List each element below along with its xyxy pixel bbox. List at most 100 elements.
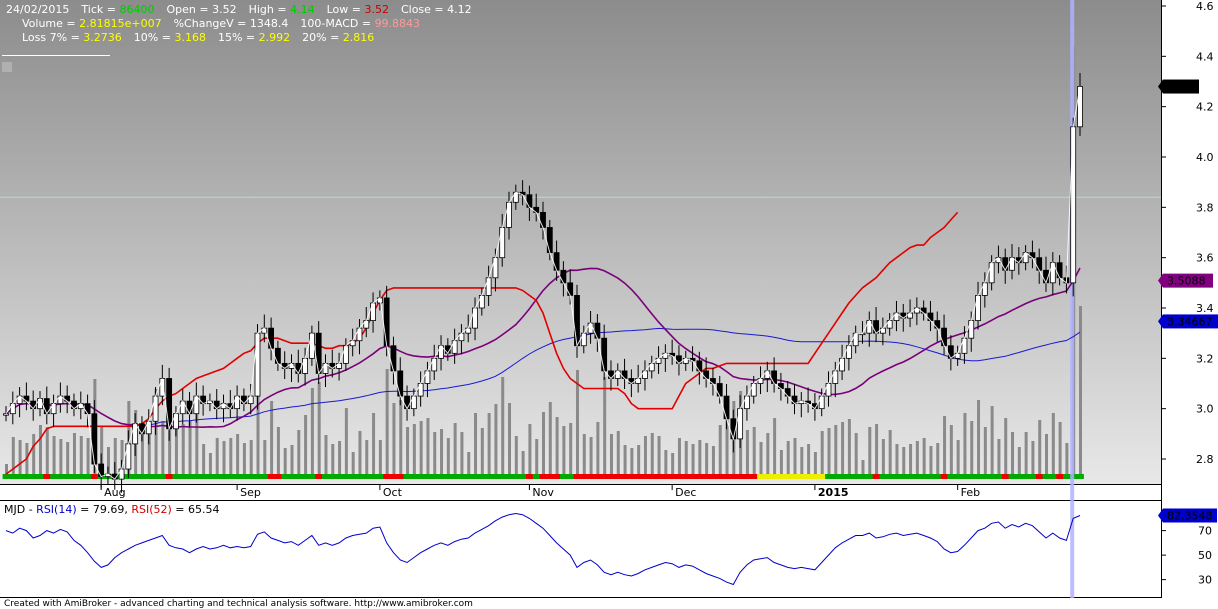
header-line-1: 24/02/2015 Tick = 86400 Open = 3.52 High = … <box>6 3 472 16</box>
candle-body <box>173 413 179 430</box>
indicator-cell <box>546 474 554 479</box>
header-token: 2.816 <box>343 31 375 44</box>
indicator-cell <box>886 474 894 479</box>
candle-body <box>152 395 159 422</box>
price-value-label: 4.28 <box>1167 81 1192 94</box>
indicator-cell <box>152 474 160 479</box>
volume-bar <box>242 443 246 476</box>
volume-bar <box>446 438 450 476</box>
indicator-cell <box>811 474 819 479</box>
y-tick-label: 4.0 <box>1196 151 1214 164</box>
candle-body <box>268 327 275 349</box>
indicator-cell <box>294 474 303 479</box>
indicator-cell <box>240 474 248 479</box>
header-handle[interactable] <box>2 62 12 72</box>
volume-bar <box>1017 447 1021 476</box>
candle-body <box>927 312 934 321</box>
indicator-cell <box>736 474 745 479</box>
volume-bar <box>841 422 845 476</box>
candle-body <box>825 383 832 397</box>
candle-body <box>1077 86 1083 128</box>
volume-bar <box>32 434 36 476</box>
volume-bar <box>372 413 376 476</box>
volume-bar <box>854 433 858 476</box>
cursor-selection-bar[interactable] <box>1070 0 1075 598</box>
indicator-cell <box>179 474 187 479</box>
x-tick-label: Sep <box>240 486 261 499</box>
indicator-cell <box>165 474 174 479</box>
candle-body <box>540 211 546 228</box>
volume-bar <box>1065 443 1069 476</box>
candle-body <box>526 194 533 208</box>
volume-bar <box>582 434 586 476</box>
indicator-cell <box>580 474 588 479</box>
indicator-cell <box>974 474 982 479</box>
price-pane <box>0 0 1161 484</box>
volume-bar <box>358 431 362 476</box>
volume-bar <box>970 421 974 476</box>
candle-body <box>84 403 91 415</box>
indicator-cell <box>16 474 24 479</box>
rsi-value-label: 82.3548 <box>1167 509 1213 522</box>
volume-bar <box>766 433 770 476</box>
candle-body <box>771 370 778 384</box>
indicator-cell <box>464 474 473 479</box>
indicator-cell <box>825 474 833 479</box>
indicator-cell <box>940 474 948 479</box>
indicator-cell <box>532 474 541 479</box>
candle-body <box>845 345 852 359</box>
volume-bar <box>691 444 695 476</box>
indicator-cell <box>818 474 826 479</box>
volume-bar <box>535 439 539 476</box>
volume-bar <box>297 430 301 476</box>
indicator-cell <box>852 474 860 479</box>
value-labels: 4.28 3.5088 3.34667 <box>1158 79 1218 329</box>
volume-bar <box>412 424 416 476</box>
indicator-cell <box>893 474 901 479</box>
indicator-cell <box>512 474 520 479</box>
header-token: Tick = <box>80 3 119 16</box>
volume-bar <box>208 453 212 476</box>
volume-bar <box>542 412 545 476</box>
candle-body <box>961 337 968 354</box>
volume-bar <box>990 406 994 476</box>
volume-bar <box>140 431 144 476</box>
candle-body <box>696 360 703 372</box>
candle-body <box>988 262 995 284</box>
volume-bar <box>1045 434 1049 476</box>
y-tick-label: 3.0 <box>1196 403 1214 416</box>
candle-body <box>968 320 975 339</box>
volume-bar <box>1079 306 1082 476</box>
indicator-cell <box>383 474 391 479</box>
indicator-cell <box>526 474 534 479</box>
candle-body <box>91 413 98 465</box>
volume-bar <box>1011 432 1015 476</box>
header-token: Close = 4.12 <box>401 3 472 16</box>
candle-body <box>397 370 404 397</box>
candle-body <box>499 227 506 259</box>
volume-bar <box>487 413 491 476</box>
candle-body <box>981 282 988 296</box>
indicator-cell <box>995 474 1003 479</box>
candle-body <box>145 420 152 435</box>
indicator-cell <box>451 474 459 479</box>
indicator-cell <box>492 474 500 479</box>
rsi-value-label-bg <box>1163 508 1217 523</box>
volume-bar <box>922 438 926 476</box>
indicator-cell <box>614 474 622 479</box>
indicator-cell <box>648 474 656 479</box>
indicator-cell <box>77 474 85 479</box>
volume-bar <box>433 432 437 476</box>
header-token: = 65.54 <box>172 503 220 516</box>
indicator-cell <box>356 474 364 479</box>
volume-bar <box>399 400 403 476</box>
indicator-cell <box>410 474 418 479</box>
candle-body <box>1070 126 1077 284</box>
price-value-label-bg <box>1163 314 1218 329</box>
volume-bar <box>331 444 335 476</box>
indicator-cell <box>967 474 976 479</box>
indicator-cell <box>920 474 928 479</box>
candle-body <box>451 340 458 354</box>
indicator-cell <box>362 474 371 479</box>
